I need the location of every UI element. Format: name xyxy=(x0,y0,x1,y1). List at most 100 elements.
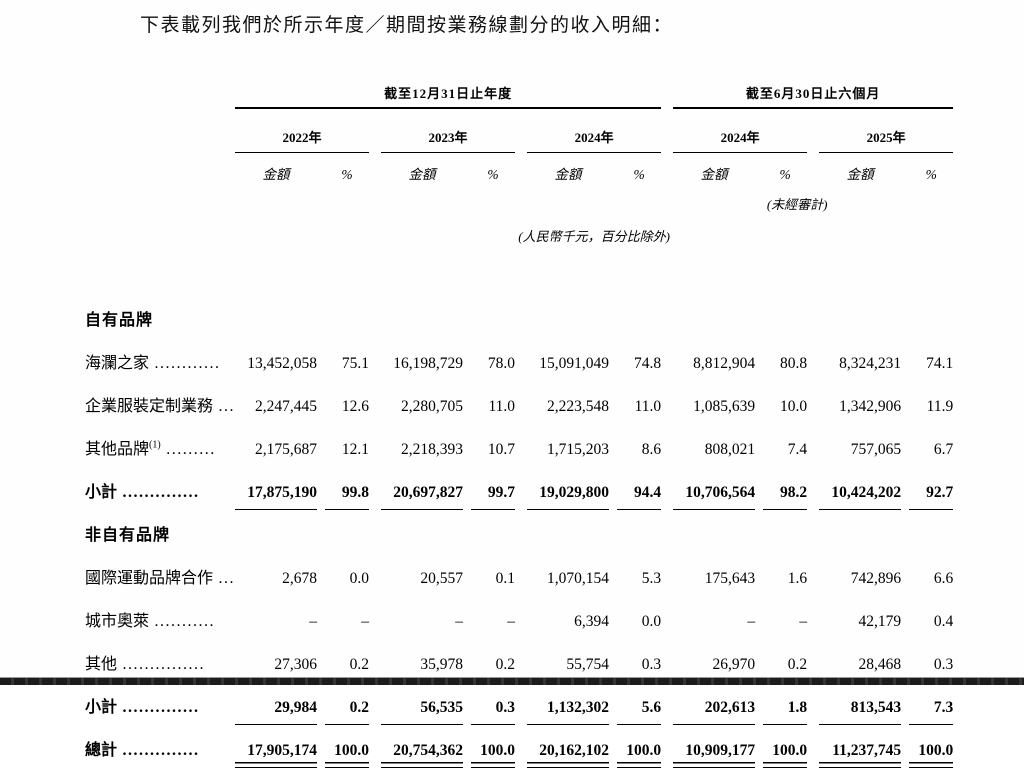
row-label: 自有品牌 xyxy=(85,312,154,329)
dot-leaders: .... xyxy=(218,398,235,415)
cell-amount: 1,085,639 xyxy=(693,398,756,415)
cell-amount xyxy=(527,295,609,338)
cell-percent: 5.6 xyxy=(617,682,662,725)
revenue-by-business-line-table: 截至12月31日止年度 截至6月30日止六個月 2022年 2023年 2024… xyxy=(85,75,954,768)
cell-amount: – xyxy=(455,613,463,630)
cell-amount: 175,643 xyxy=(704,570,756,587)
row-label: 小計 .............. xyxy=(85,699,200,716)
year-header-2025-interim: 2025年 xyxy=(819,108,954,153)
cell-amount: 27,306 xyxy=(274,656,317,673)
cell-percent: 10.7 xyxy=(487,441,515,458)
cell-percent: 11.0 xyxy=(488,398,515,415)
table-row: 小計 .............. 29,984 0.2 56,535 0.3 1,132… xyxy=(85,682,954,725)
table-body: 自有品牌 海瀾之家 ............ 13,452,058 75.1 16,19… xyxy=(85,295,954,768)
cell-amount: 808,021 xyxy=(704,441,756,458)
cell-percent xyxy=(471,295,515,338)
spanner-interim: 截至6月30日止六個月 xyxy=(673,75,954,109)
cell-percent: 99.8 xyxy=(325,467,369,510)
col-header-percent: % xyxy=(779,167,791,182)
cell-percent: 0.2 xyxy=(349,656,369,673)
cell-amount: 20,162,102 xyxy=(527,725,609,768)
col-header-percent: % xyxy=(925,167,937,182)
col-header-amount: 金額 xyxy=(554,167,582,182)
cell-amount: – xyxy=(747,613,756,630)
cell-amount: 10,706,564 xyxy=(673,467,756,510)
cell-amount: 28,468 xyxy=(858,656,902,673)
cell-percent: 12.1 xyxy=(341,441,369,458)
col-header-amount: 金額 xyxy=(262,167,290,182)
dot-leaders: .... xyxy=(218,570,235,587)
cell-amount: 1,070,154 xyxy=(547,570,609,587)
cell-amount: – xyxy=(309,613,317,630)
cell-percent: 100.0 xyxy=(325,725,369,768)
col-header-amount: 金額 xyxy=(700,167,728,182)
cell-percent: 74.1 xyxy=(926,355,954,372)
dot-leaders: ........... xyxy=(149,613,216,630)
cell-percent: 100.0 xyxy=(471,725,515,768)
cell-percent xyxy=(617,510,661,553)
cell-percent xyxy=(471,510,515,553)
cell-percent: 0.1 xyxy=(495,570,515,587)
cell-percent: 80.8 xyxy=(780,355,808,372)
year-header-2023: 2023年 xyxy=(381,108,515,153)
footnote-ref: (1) xyxy=(149,439,161,451)
table-row: 城市奧萊 ........... – – – – 6,394 0.0 – – 42,179 0.4 xyxy=(85,596,953,639)
cell-percent xyxy=(325,510,369,553)
note-currency-unit: (人民幣千元，百分比除外) xyxy=(518,229,670,244)
cell-percent: 0.3 xyxy=(471,682,515,725)
cell-percent: 0.2 xyxy=(325,682,369,725)
cell-amount: 2,678 xyxy=(282,570,317,587)
table-row: 海瀾之家 ............ 13,452,058 75.1 16,198,72… xyxy=(85,338,953,381)
cell-percent: 11.0 xyxy=(634,398,662,415)
unit-note-row: (人民幣千元，百分比除外) xyxy=(85,217,953,251)
cell-amount: 13,452,058 xyxy=(247,355,317,372)
cell-percent: 74.8 xyxy=(634,355,662,372)
cell-amount: 20,754,362 xyxy=(381,725,463,768)
note-unaudited: (未經審計) xyxy=(766,197,828,212)
cell-percent xyxy=(325,295,369,338)
cell-percent xyxy=(763,510,807,553)
spanner-annual: 截至12月31日止年度 xyxy=(235,75,662,109)
col-header-amount: 金額 xyxy=(846,167,874,182)
cell-amount: 202,613 xyxy=(673,682,756,725)
row-label: 企業服裝定制業務 .... xyxy=(85,381,235,424)
year-header-row: 2022年 2023年 2024年 2024年 2025年 xyxy=(85,108,954,153)
col-header-percent: % xyxy=(341,167,353,182)
document-page: 下表載列我們於所示年度／期間按業務線劃分的收入明細： 截至12月31日止年度 截… xyxy=(0,15,1024,760)
cell-percent: 100.0 xyxy=(763,725,808,768)
row-label: 城市奧萊 ........... xyxy=(85,613,216,630)
cell-amount: 17,875,190 xyxy=(235,467,317,510)
cell-percent: 100.0 xyxy=(617,725,662,768)
cell-percent: – xyxy=(799,613,808,630)
cell-percent: 100.0 xyxy=(909,725,954,768)
column-header-row: 金額 % 金額 % 金額 % 金額 % 金額 % xyxy=(85,153,953,190)
cell-amount: 20,697,827 xyxy=(381,467,463,510)
cell-percent: 1.8 xyxy=(763,682,808,725)
cell-percent xyxy=(909,510,953,553)
cell-percent: 78.0 xyxy=(487,355,515,372)
table-row: 非自有品牌 xyxy=(85,510,953,553)
dot-leaders: .............. xyxy=(117,742,200,759)
cell-amount xyxy=(673,510,755,553)
cell-amount xyxy=(235,295,317,338)
cell-amount xyxy=(527,510,609,553)
cell-percent: 11.9 xyxy=(926,398,954,415)
cell-amount: 1,715,203 xyxy=(547,441,609,458)
cell-amount: 10,424,202 xyxy=(819,467,902,510)
cell-amount xyxy=(673,295,755,338)
cell-percent: 75.1 xyxy=(341,355,369,372)
year-header-2024: 2024年 xyxy=(527,108,662,153)
cell-amount: 1,132,302 xyxy=(527,682,609,725)
row-label: 其他品牌(1) ......... xyxy=(85,439,216,458)
cell-percent: 99.7 xyxy=(471,467,515,510)
cell-amount: 15,091,049 xyxy=(539,355,609,372)
table-row: 國際運動品牌合作 .... 2,678 0.0 20,557 0.1 1,070,154 5… xyxy=(85,553,953,596)
cell-amount: 813,543 xyxy=(819,682,902,725)
cell-percent: 0.2 xyxy=(495,656,515,673)
dot-leaders: ............... xyxy=(117,656,206,673)
cell-amount xyxy=(381,510,463,553)
cell-percent: 0.4 xyxy=(933,613,954,630)
cell-percent: – xyxy=(361,613,369,630)
cell-percent xyxy=(909,295,953,338)
cell-amount: 42,179 xyxy=(858,613,902,630)
